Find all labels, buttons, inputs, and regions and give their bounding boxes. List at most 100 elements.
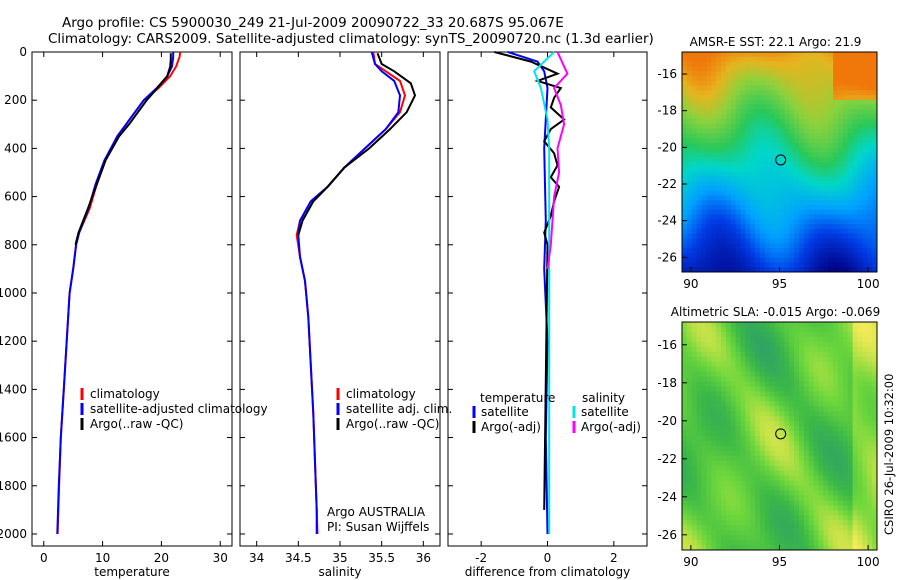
heatmap-cell (774, 99, 780, 106)
heatmap-cell (730, 200, 737, 206)
heatmap-cell (828, 224, 834, 230)
heatmap-cell (818, 336, 824, 343)
heatmap-cell (755, 450, 761, 457)
heatmap-cell (706, 133, 712, 139)
heatmap-cell (789, 545, 795, 551)
heatmap-cell (745, 85, 751, 91)
heatmap-cell (842, 233, 849, 239)
heatmap-cell (706, 56, 712, 62)
heatmap-cell (838, 152, 844, 158)
heatmap-cell (828, 545, 834, 551)
heatmap-cell (701, 52, 707, 58)
heatmap-cell (750, 520, 756, 526)
heatmap-cell (828, 426, 834, 432)
heatmap-cell (735, 157, 741, 163)
heatmap-cell (818, 505, 824, 511)
heatmap-cell (701, 75, 707, 82)
heatmap-cell (711, 267, 717, 273)
heatmap-cell (760, 530, 766, 536)
heatmap-cell (721, 450, 727, 457)
heatmap-cell (784, 262, 790, 268)
heatmap-cell (852, 401, 858, 407)
heatmap-cell (764, 381, 771, 387)
heatmap-cell (764, 56, 771, 62)
heatmap-cell (808, 470, 815, 477)
heatmap-cell (721, 515, 727, 521)
heatmap-cell (867, 90, 873, 96)
heatmap-cell (716, 530, 722, 536)
heatmap-cell (779, 520, 785, 526)
heatmap-cell (862, 356, 868, 363)
heatmap-cell (701, 475, 707, 482)
heatmap-cell (842, 351, 849, 358)
heatmap-cell (755, 190, 761, 196)
heatmap-cell (755, 243, 761, 249)
heatmap-cell (701, 490, 707, 496)
heatmap-cell (764, 205, 771, 211)
heatmap-cell (740, 366, 746, 372)
heatmap-cell (784, 411, 790, 417)
heatmap-cell (716, 510, 722, 516)
heatmap-cell (803, 426, 810, 432)
heatmap-cell (857, 351, 863, 358)
heatmap-cell (867, 267, 873, 273)
heatmap-cell (808, 233, 815, 239)
heatmap-cell (862, 66, 868, 72)
heatmap-cell (838, 95, 844, 101)
heatmap-cell (794, 356, 800, 363)
heatmap-cell (750, 455, 756, 462)
heatmap-cell (789, 224, 795, 230)
heatmap-cell (701, 104, 707, 110)
heatmap-cell (735, 138, 741, 144)
heatmap-cell (833, 71, 839, 77)
heatmap-cell (862, 224, 868, 230)
heatmap-cell (828, 243, 834, 249)
heatmap-cell (828, 440, 834, 447)
heatmap-cell (745, 205, 751, 211)
heatmap-cell (779, 262, 785, 268)
heatmap-cell (794, 361, 800, 368)
heatmap-cell (706, 138, 712, 144)
heatmap-cell (828, 431, 834, 437)
heatmap-cell (789, 123, 795, 129)
heatmap-cell (794, 123, 800, 129)
heatmap-cell (838, 336, 844, 343)
heatmap-cell (721, 80, 727, 86)
heatmap-cell (760, 205, 766, 211)
heatmap-cell (691, 147, 698, 153)
heatmap-cell (784, 396, 790, 402)
heatmap-cell (745, 195, 751, 201)
heatmap-cell (740, 515, 746, 521)
heatmap-cell (852, 351, 858, 358)
heatmap-cell (721, 436, 727, 442)
heatmap-cell (735, 185, 741, 192)
heatmap-cell (872, 470, 878, 477)
heatmap-cell (784, 356, 790, 363)
heatmap-cell (847, 520, 854, 526)
heatmap-cell (721, 171, 727, 177)
heatmap-cell (750, 331, 756, 338)
heatmap-cell (721, 500, 727, 506)
heatmap-cell (828, 346, 834, 353)
heatmap-cell (716, 162, 722, 168)
heatmap-cell (818, 361, 824, 368)
heatmap-cell (818, 171, 824, 177)
heatmap-cell (828, 104, 834, 110)
argo-position-marker (775, 428, 787, 440)
heatmap-cell (833, 133, 839, 139)
heatmap-cell (774, 401, 780, 407)
figure-title-line1: Argo profile: CS 5900030_249 21-Jul-2009… (62, 15, 564, 31)
heatmap-cell (725, 228, 732, 235)
heatmap-cell (862, 515, 868, 521)
heatmap-cell (823, 166, 829, 172)
heatmap-cell (789, 171, 795, 177)
heatmap-cell (867, 510, 873, 516)
heatmap-cell (711, 262, 717, 268)
heatmap-cell (857, 401, 863, 407)
heatmap-cell (838, 445, 844, 452)
heatmap-cell (760, 341, 766, 348)
heatmap-cell (740, 545, 746, 551)
heatmap-cell (716, 157, 722, 163)
heatmap-cell (696, 485, 702, 491)
heatmap-cell (711, 181, 717, 187)
